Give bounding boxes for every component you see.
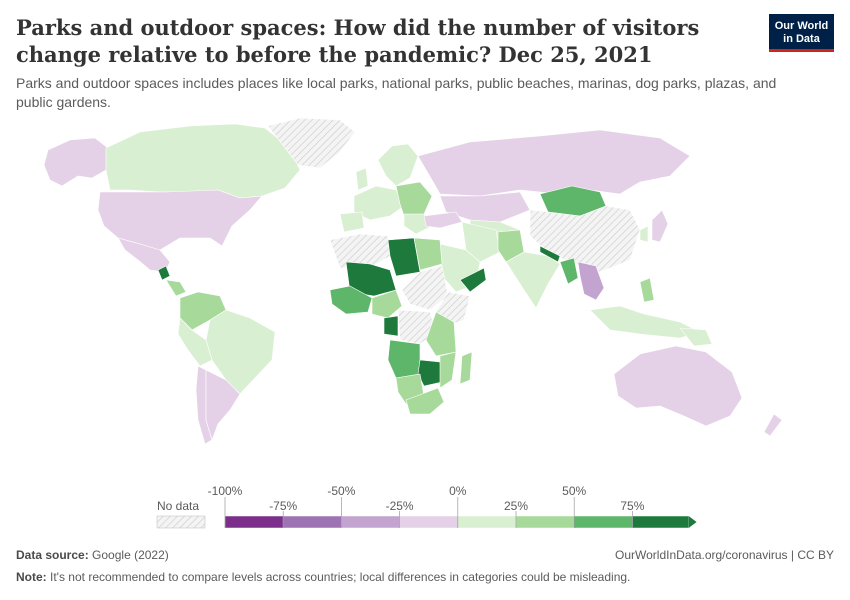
region-madagascar[interactable] <box>459 351 473 385</box>
region-greenland[interactable] <box>267 117 356 169</box>
region-australia[interactable] <box>613 345 743 427</box>
region-usa[interactable] <box>97 189 263 251</box>
region-nepal-bangladesh[interactable] <box>539 245 561 263</box>
data-source: Data source: Google (2022) <box>16 548 169 562</box>
legend-tick-label: -25% <box>386 499 414 513</box>
region-turkey[interactable] <box>423 211 463 229</box>
region-indochina[interactable] <box>577 261 605 301</box>
owid-logo[interactable]: Our World in Data <box>769 14 834 52</box>
region-iberia[interactable] <box>339 211 365 233</box>
region-peru[interactable] <box>177 317 213 367</box>
region-central-america-south[interactable] <box>165 279 187 297</box>
legend-no-data-swatch <box>156 515 206 529</box>
region-kenya-tanzania[interactable] <box>425 311 457 357</box>
legend-bin[interactable] <box>282 515 342 529</box>
region-papua-new-guinea[interactable] <box>679 327 713 347</box>
region-iran[interactable] <box>461 221 501 263</box>
owid-url[interactable]: OurWorldInData.org/coronavirus | CC BY <box>615 548 834 562</box>
legend-tick-label: 0% <box>449 484 467 498</box>
region-libya[interactable] <box>387 237 421 277</box>
legend-bin[interactable] <box>515 515 575 529</box>
legend-tick-label: 25% <box>504 499 528 513</box>
legend-no-data-label: No data <box>157 499 199 513</box>
legend-tick-label: -50% <box>327 484 355 498</box>
source-value[interactable]: Google (2022) <box>92 548 169 562</box>
legend-tick-label: 75% <box>620 499 644 513</box>
logo-line-1: Our World <box>774 19 829 32</box>
region-malaysia-indonesia[interactable] <box>589 305 701 339</box>
region-egypt[interactable] <box>413 237 443 271</box>
logo-line-2: in Data <box>783 32 820 45</box>
world-map <box>43 117 783 445</box>
region-zambia-zimbabwe[interactable] <box>417 359 443 387</box>
region-yemen-oman[interactable] <box>459 267 487 293</box>
region-west-africa[interactable] <box>329 285 373 315</box>
region-mozambique[interactable] <box>439 351 457 389</box>
region-russia[interactable] <box>417 129 691 197</box>
region-eastern-europe[interactable] <box>395 181 433 217</box>
legend-tick-label: -100% <box>208 484 243 498</box>
region-nigeria[interactable] <box>371 289 403 319</box>
legend-bin[interactable] <box>224 515 284 529</box>
region-sudan[interactable] <box>401 265 449 311</box>
region-uk[interactable] <box>355 167 369 191</box>
legend-bin[interactable] <box>457 515 517 529</box>
map-legend: No data -100% -75% -50% -25% 0% 25% 50% 75% <box>156 484 697 529</box>
legend-bin[interactable] <box>399 515 459 529</box>
source-label: Data source: <box>16 548 89 562</box>
legend-tick-label: -75% <box>269 499 297 513</box>
region-south-africa[interactable] <box>405 387 445 415</box>
legend-tick-label: 50% <box>562 484 586 498</box>
legend-bin[interactable] <box>341 515 400 529</box>
region-japan[interactable] <box>651 209 669 243</box>
region-gabon-cameroon[interactable] <box>383 315 399 337</box>
region-central-america[interactable] <box>157 265 171 281</box>
legend-bin[interactable] <box>573 515 633 529</box>
region-myanmar[interactable] <box>559 257 579 285</box>
region-scandinavia[interactable] <box>377 143 419 187</box>
note-label: Note: <box>16 570 47 584</box>
region-new-zealand[interactable] <box>763 413 783 437</box>
region-india[interactable] <box>505 251 561 309</box>
chart-subtitle: Parks and outdoor spaces includes places… <box>16 75 777 110</box>
region-angola-congo[interactable] <box>387 339 421 379</box>
legend-bin[interactable] <box>632 515 689 529</box>
region-alaska[interactable] <box>43 137 109 187</box>
region-canada[interactable] <box>105 123 301 199</box>
chart-title: Parks and outdoor spaces: How did the nu… <box>16 15 700 67</box>
region-korea[interactable] <box>639 225 649 243</box>
legend-arrow-icon <box>688 516 697 528</box>
chart-note: Note: It's not recommended to compare le… <box>16 570 630 584</box>
note-value: It's not recommended to compare levels a… <box>50 570 631 584</box>
region-argentina[interactable] <box>205 369 241 441</box>
region-philippines[interactable] <box>639 277 655 303</box>
